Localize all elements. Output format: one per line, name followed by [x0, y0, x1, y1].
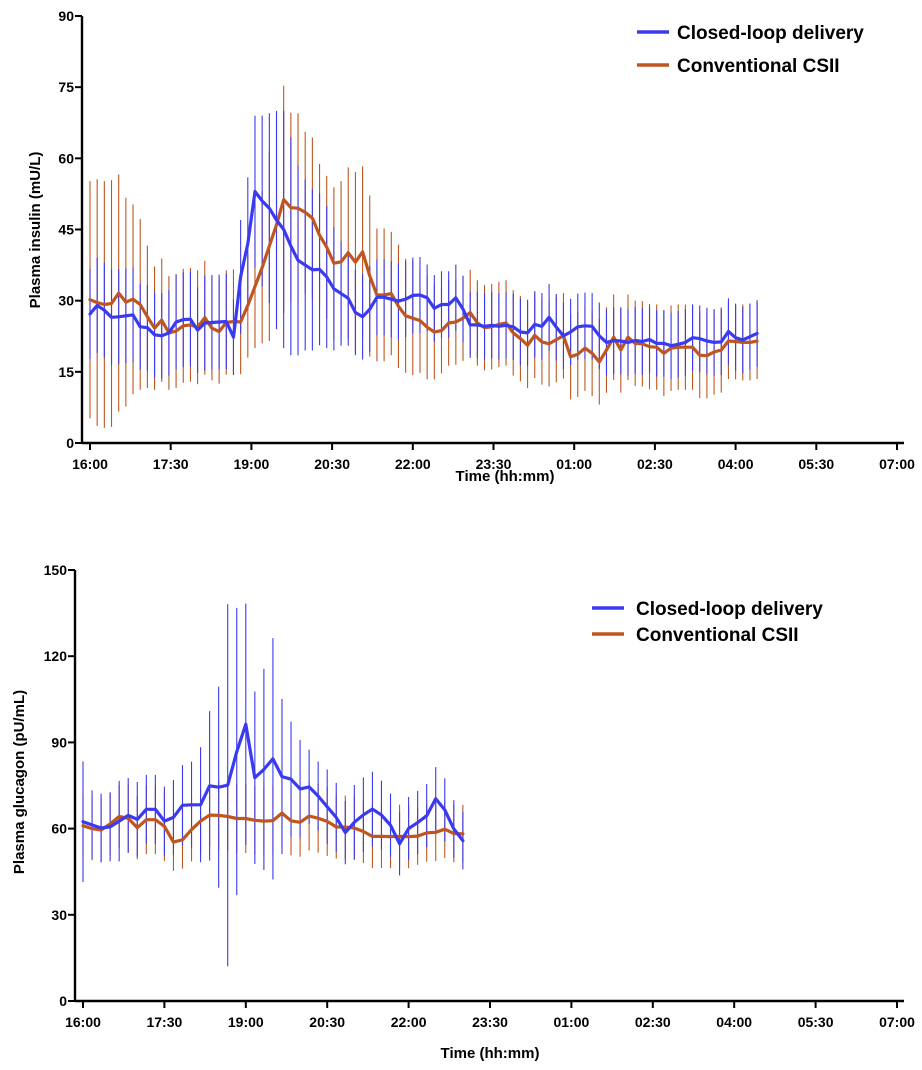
glucagon-series-line-csii — [81, 811, 465, 844]
insulin-x-tick-label: 05:30 — [798, 456, 834, 472]
insulin-x-tick-label: 22:00 — [395, 456, 431, 472]
glucagon-x-tick-label: 04:00 — [716, 1014, 752, 1030]
insulin-y-tick-label: 90 — [58, 8, 74, 24]
glucagon-x-tick-label: 07:00 — [879, 1014, 915, 1030]
insulin-y-axis-title: Plasma insulin (mU/L) — [27, 152, 44, 309]
glucagon-legend-label-closed-loop: Closed-loop delivery — [636, 599, 823, 620]
glucagon-y-tick-label: 150 — [44, 562, 68, 578]
insulin-series-line-csii — [88, 198, 759, 364]
glucagon-x-tick-label: 22:00 — [391, 1014, 427, 1030]
insulin-x-tick-label: 02:30 — [637, 456, 673, 472]
glucagon-y-ticks: 0 30 60 90 120 150 — [44, 562, 75, 1009]
glucagon-x-tick-label: 02:30 — [635, 1014, 671, 1030]
insulin-legend: Closed-loop delivery Conventional CSII — [637, 23, 864, 77]
glucagon-x-tick-label: 05:30 — [798, 1014, 834, 1030]
insulin-x-tick-label: 19:00 — [233, 456, 269, 472]
glucagon-y-tick-label: 60 — [51, 821, 67, 837]
glucagon-x-tick-label: 16:00 — [65, 1014, 101, 1030]
insulin-y-tick-label: 45 — [58, 222, 74, 238]
glucagon-y-tick-label: 90 — [51, 734, 67, 750]
glucagon-x-tick-label: 19:00 — [228, 1014, 264, 1030]
glucagon-x-axis-title: Time (hh:mm) — [441, 1045, 540, 1062]
glucagon-x-tick-label: 23:30 — [472, 1014, 508, 1030]
insulin-x-tick-label: 20:30 — [314, 456, 350, 472]
insulin-x-tick-label: 16:00 — [72, 456, 108, 472]
insulin-y-tick-label: 15 — [58, 364, 74, 380]
glucagon-legend: Closed-loop delivery Conventional CSII — [592, 599, 823, 646]
glucagon-y-tick-label: 0 — [59, 993, 67, 1009]
glucagon-legend-label-csii: Conventional CSII — [636, 625, 799, 646]
glucagon-error-bars — [82, 603, 464, 967]
insulin-x-tick-label: 17:30 — [153, 456, 189, 472]
glucagon-y-tick-label: 120 — [44, 648, 68, 664]
insulin-x-ticks: 16:00 17:30 19:00 20:30 22:00 23:30 01:00 02:30… — [72, 443, 915, 472]
insulin-x-tick-label: 04:00 — [718, 456, 754, 472]
insulin-error-bars — [89, 85, 758, 428]
insulin-y-tick-label: 0 — [66, 435, 74, 451]
insulin-x-tick-label: 07:00 — [879, 456, 915, 472]
insulin-x-tick-label: 01:00 — [556, 456, 592, 472]
insulin-y-tick-label: 30 — [58, 293, 74, 309]
glucagon-x-ticks: 16:00 17:30 19:00 20:30 22:00 23:30 01:00 02:30… — [65, 1001, 915, 1030]
glucagon-y-tick-label: 30 — [51, 907, 67, 923]
insulin-y-tick-label: 60 — [58, 150, 74, 166]
insulin-series-line-closed-loop — [88, 189, 759, 348]
insulin-y-tick-label: 75 — [58, 79, 74, 95]
insulin-y-ticks: 0 15 30 45 60 75 90 — [58, 8, 82, 451]
glucagon-series-line-closed-loop — [81, 722, 465, 846]
glucagon-x-tick-label: 17:30 — [146, 1014, 182, 1030]
insulin-series-lines — [88, 189, 759, 364]
glucagon-x-tick-label: 20:30 — [309, 1014, 345, 1030]
glucagon-x-tick-label: 01:00 — [553, 1014, 589, 1030]
insulin-chart: 0 15 30 45 60 75 90 16:00 17:30 19:00 20:30 22:00 2… — [27, 8, 915, 485]
insulin-legend-label-closed-loop: Closed-loop delivery — [677, 23, 864, 44]
glucagon-chart: 0 30 60 90 120 150 16:00 17:30 19:00 20:30 22:00 2… — [11, 562, 915, 1062]
glucagon-y-axis-title: Plasma glucagon (pU/mL) — [11, 690, 28, 874]
insulin-legend-label-csii: Conventional CSII — [677, 56, 840, 77]
glucagon-series-lines — [81, 722, 465, 846]
insulin-x-tick-label: 23:30 — [476, 456, 512, 472]
insulin-x-axis-title: Time (hh:mm) — [456, 468, 555, 485]
